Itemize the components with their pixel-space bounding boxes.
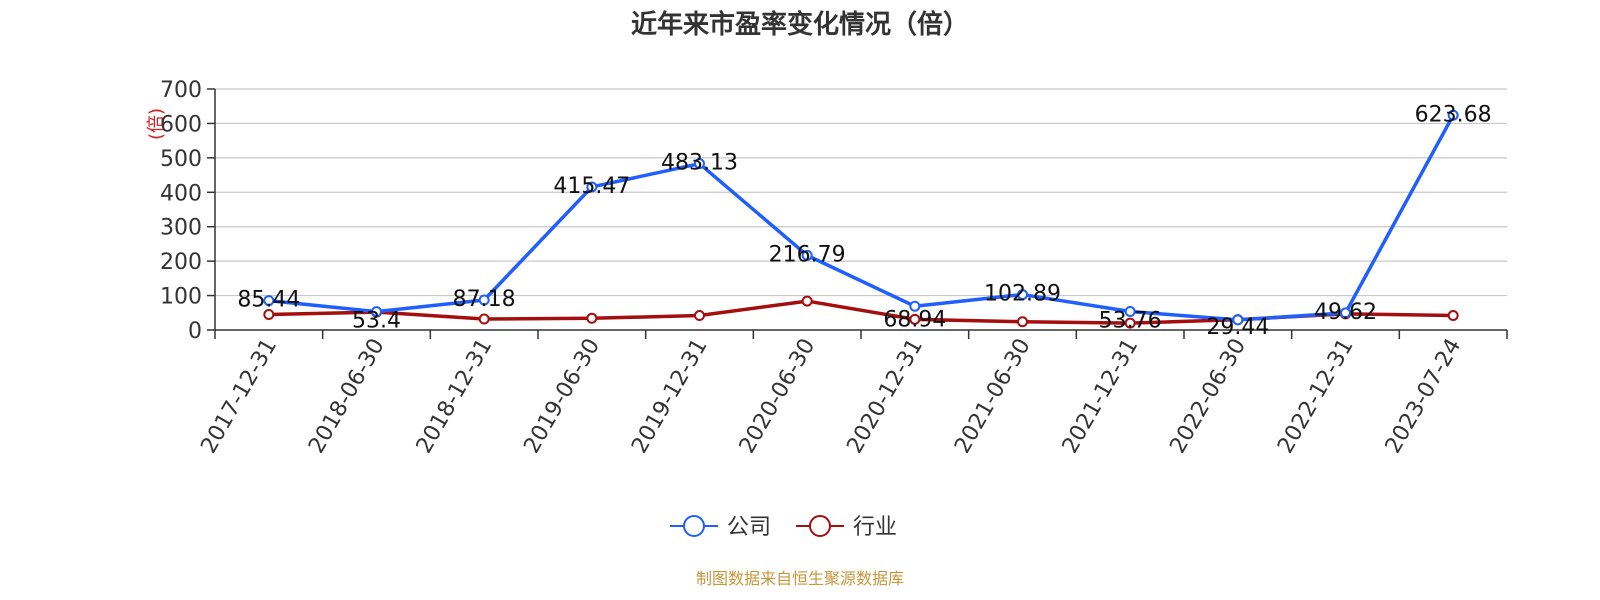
x-tick-label: 2018-06-30 — [304, 335, 390, 458]
x-tick-labels: 2017-12-31 2018-06-30 2018-12-31 2019-06-30… — [196, 335, 1466, 458]
x-tick-label: 2022-06-30 — [1165, 335, 1251, 458]
data-label: 87.18 — [453, 287, 516, 312]
data-point — [801, 249, 813, 261]
data-point — [694, 158, 705, 170]
source-note: 制图数据来自恒生聚源数据库 — [696, 569, 904, 588]
data-label: 85.44 — [237, 288, 300, 313]
data-point — [586, 181, 598, 193]
data-label: 415.47 — [553, 174, 630, 199]
data-point — [263, 295, 275, 307]
data-label: 623.68 — [1415, 102, 1492, 127]
y-tick-label: 700 — [160, 78, 202, 103]
data-label: 29.44 — [1206, 315, 1269, 340]
series-group — [263, 109, 1459, 329]
series-line-company — [268, 114, 1455, 322]
data-labels: 85.44 53.4 87.18 415.47 483.13 216.79 68.94 102… — [237, 102, 1491, 340]
y-tick-label: 0 — [188, 319, 202, 344]
legend-item[interactable]: 行业 — [796, 515, 897, 540]
legend-marker — [809, 515, 831, 537]
data-point — [1017, 316, 1028, 328]
y-axis-label: (倍) — [146, 108, 167, 140]
x-tick-label: 2019-06-30 — [519, 335, 605, 458]
legend-item[interactable]: 公司 — [670, 515, 771, 540]
data-point — [909, 300, 921, 312]
data-point — [586, 312, 598, 324]
y-tick-label: 600 — [160, 112, 202, 137]
data-point — [1017, 289, 1028, 301]
chart-title: 近年来市盈率变化情况（倍） — [631, 9, 969, 40]
x-tick-label: 2020-12-31 — [842, 335, 928, 458]
x-tick-label: 2020-06-30 — [735, 335, 821, 458]
legend-label: 公司 — [727, 515, 771, 540]
data-label: 49.62 — [1314, 300, 1377, 325]
data-point — [909, 313, 921, 325]
data-point — [1447, 310, 1459, 322]
y-tick-label: 200 — [160, 250, 202, 275]
data-point — [1124, 317, 1136, 329]
grid-lines — [215, 88, 1507, 297]
data-label: 102.89 — [984, 282, 1061, 307]
x-tick-label: 2022-12-31 — [1273, 335, 1359, 458]
y-tick-label: 400 — [160, 181, 202, 206]
y-tick-label: 500 — [160, 147, 202, 172]
data-point — [371, 306, 382, 318]
x-tick-label: 2017-12-31 — [196, 335, 282, 458]
data-point — [478, 313, 490, 325]
data-label: 53.4 — [352, 309, 401, 334]
data-point — [1447, 109, 1459, 121]
data-point — [694, 310, 705, 322]
data-label: 68.94 — [883, 307, 946, 332]
x-tick-label: 2021-06-30 — [950, 335, 1036, 458]
data-point — [1340, 307, 1351, 319]
data-point — [1124, 305, 1136, 317]
x-tick-label: 2023-07-24 — [1381, 335, 1467, 458]
x-tick-label: 2021-12-31 — [1058, 335, 1144, 458]
axes — [207, 88, 1508, 339]
data-point — [263, 309, 275, 321]
legend-label: 行业 — [853, 515, 897, 540]
x-tick-label: 2018-12-31 — [412, 335, 498, 458]
legend[interactable]: 公司 行业 — [670, 515, 897, 540]
y-tick-labels: 0 100 200 300 400 500 600 700 — [160, 78, 202, 344]
data-point — [1232, 314, 1244, 326]
x-tick-label: 2019-12-31 — [627, 335, 713, 458]
data-label: 53.76 — [1099, 308, 1162, 333]
data-label: 483.13 — [661, 151, 738, 176]
legend-marker — [683, 515, 705, 537]
data-point — [478, 294, 490, 306]
data-point — [801, 295, 813, 307]
data-label: 216.79 — [769, 242, 846, 267]
y-tick-label: 100 — [160, 285, 202, 310]
y-tick-label: 300 — [160, 216, 202, 241]
